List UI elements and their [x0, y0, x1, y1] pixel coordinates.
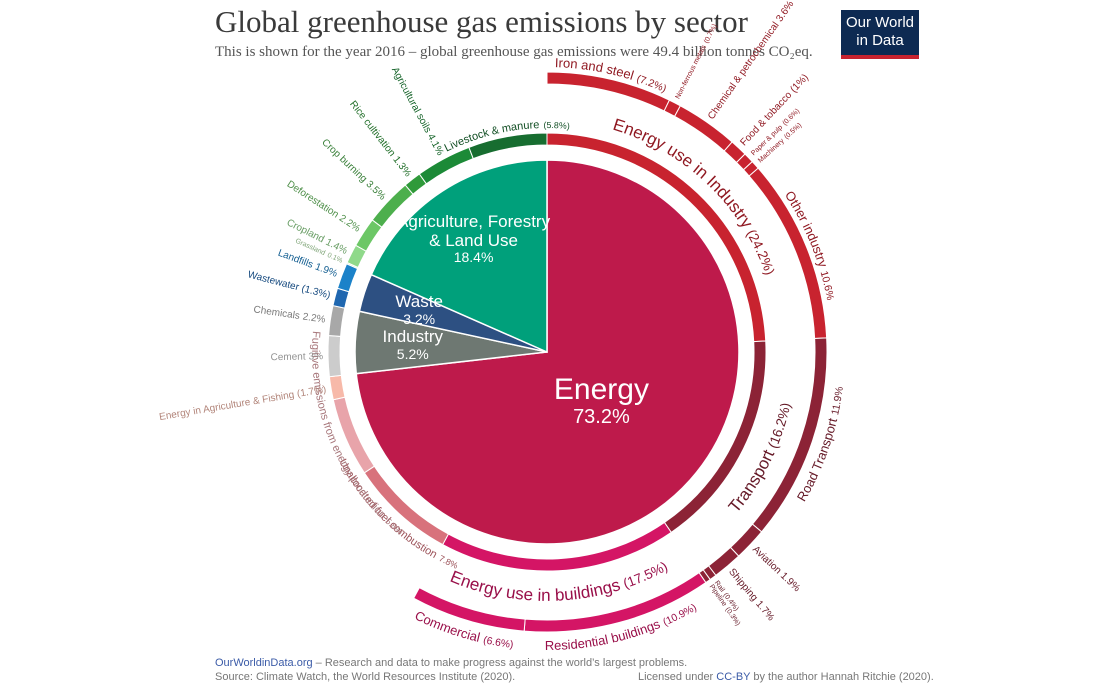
label-value: 3.6% — [774, 0, 796, 24]
label-name: Deforestation — [285, 179, 341, 221]
label-value: 1.7% — [753, 598, 776, 623]
label-name: Aviation — [750, 544, 783, 576]
subtitle: This is shown for the year 2016 – global… — [215, 44, 813, 60]
label-value: 11.9% — [830, 386, 846, 416]
label-name: Agricultural soils — [389, 65, 433, 134]
sector-name: Waste — [395, 292, 443, 312]
radial-label: Non-ferrous metals(0.7%) — [674, 23, 718, 100]
sector-name: Industry — [382, 327, 443, 347]
license-text: by the author Hannah Ritchie (2020). — [750, 671, 934, 683]
pie-label-box: Energy 73.2% — [521, 346, 681, 456]
label-name: Rice cultivation — [347, 99, 397, 159]
radial-label: Crop burning3.5% — [320, 137, 388, 202]
label-name: Energy use in buildings — [448, 567, 623, 605]
label-value: 1.9% — [314, 261, 339, 279]
radial-label: Energy in Agriculture & Fishing(1.7%) — [158, 384, 327, 423]
ring-arc — [468, 132, 548, 160]
radial-label: Cement 3% — [270, 351, 323, 363]
label-value: (16.2%) — [765, 401, 793, 450]
label-value: 4.1% — [425, 132, 446, 157]
sector-value: 73.2% — [573, 406, 630, 429]
label-value: (1%) — [788, 72, 810, 95]
label-name: Chemicals — [253, 304, 301, 322]
sector-value: 18.4% — [453, 249, 494, 266]
label-value: 3.5% — [364, 179, 388, 203]
label-value: 1.9% — [778, 570, 802, 594]
pie-slice — [370, 159, 548, 354]
label-name: Non-ferrous metals — [674, 44, 708, 101]
sector-value: 5.2% — [396, 345, 429, 362]
tagline: – Research and data to make progress aga… — [312, 657, 688, 669]
pie-label-box: Waste 3.2% — [339, 255, 499, 365]
pie-label-box: Industry 5.2% — [333, 290, 493, 400]
outer-arc — [673, 105, 733, 152]
label-value: 7.8% — [437, 553, 459, 571]
site-link[interactable]: OurWorldinData.org — [215, 657, 313, 669]
label-value: (0.3%) — [724, 606, 742, 627]
radial-label: Aviation1.9% — [750, 544, 802, 594]
sector-value: 3.2% — [403, 311, 436, 328]
logo[interactable]: Our World in Data — [841, 10, 919, 59]
label-name: Wastewater — [247, 269, 301, 293]
outer-arc — [546, 71, 671, 112]
label-value: 1.3% — [391, 154, 414, 179]
radial-label: Wastewater(1.3%) — [247, 269, 332, 301]
license-text: Licensed under — [638, 671, 717, 683]
license: Licensed under CC-BY by the author Hanna… — [638, 671, 934, 683]
license-link[interactable]: CC-BY — [716, 671, 751, 683]
label-value: (1.3%) — [300, 283, 331, 301]
footer-note: OurWorldinData.org – Research and data t… — [215, 657, 687, 669]
pie-label-box: Agriculture, Forestry & Land Use 18.4% — [394, 184, 554, 294]
source: Source: Climate Watch, the World Resourc… — [215, 671, 516, 683]
label-name: Energy in Agriculture & Fishing — [158, 389, 295, 423]
label-value: (0.7%) — [703, 23, 719, 45]
label-value: (10.9%) — [662, 602, 699, 628]
label-name: Crop burning — [320, 137, 370, 185]
label-value: (17.5%) — [621, 559, 670, 592]
label-value: 3% — [308, 351, 323, 362]
radial-label: Agricultural soils4.1% — [389, 65, 445, 157]
outer-arc — [412, 586, 526, 632]
label-value: (5.8%) — [543, 120, 570, 131]
sector-name: Agriculture, Forestry & Land Use — [397, 212, 551, 250]
label-name: Cement — [270, 351, 305, 363]
label-value: 2.2% — [337, 213, 362, 235]
label-value: (6.6%) — [482, 635, 514, 651]
sector-name: Energy — [553, 373, 649, 407]
label-name: Landfills — [276, 247, 314, 270]
label-value: 2.2% — [302, 311, 326, 325]
label-value: (1.7%) — [296, 384, 327, 400]
radial-label: Chemicals2.2% — [253, 304, 326, 325]
title: Global greenhouse gas emissions by secto… — [215, 4, 748, 39]
